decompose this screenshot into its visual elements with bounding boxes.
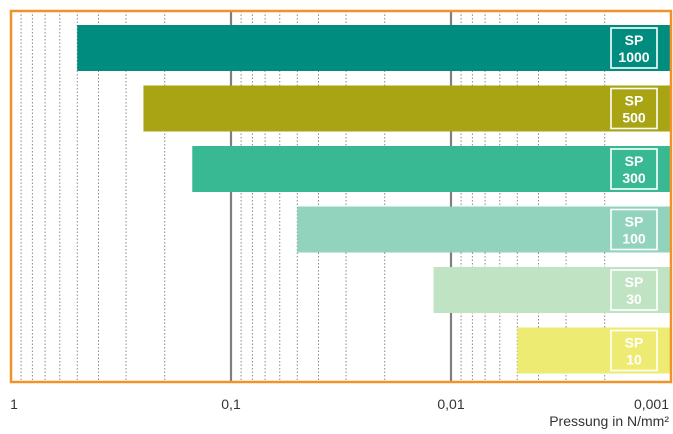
bar-label-line2: 100	[622, 231, 646, 247]
x-tick-labels: 1 0,1 0,01 0,001	[10, 396, 669, 412]
x-tick-label: 0,001	[634, 396, 669, 412]
bar-label-line1: SP	[625, 93, 644, 109]
bar-label-line1: SP	[625, 335, 644, 351]
bar	[517, 327, 670, 374]
bar	[433, 267, 670, 313]
bar-label-line2: 10	[626, 352, 642, 368]
bar-label-line1: SP	[625, 32, 644, 48]
plot-frame	[9, 9, 673, 384]
bar-label-box	[610, 87, 658, 130]
bar-label-box	[610, 148, 658, 190]
x-tick-label: 0,1	[221, 396, 241, 412]
bar-label-line1: SP	[625, 274, 644, 290]
bar-label-line2: 300	[622, 170, 646, 186]
bar-label-line2: 30	[626, 291, 642, 307]
x-tick-label: 0,01	[437, 396, 464, 412]
bar-label-line1: SP	[625, 214, 644, 230]
bar-label-box	[610, 269, 658, 311]
bar-label-box	[610, 208, 658, 251]
bar-label-box	[610, 329, 658, 372]
bar-label-box	[610, 27, 658, 69]
bar	[77, 25, 670, 71]
bar	[143, 85, 671, 132]
bar-label-line1: SP	[625, 153, 644, 169]
bar-label-line2: 500	[622, 110, 646, 126]
grid-lines	[20, 11, 606, 382]
x-tick-label: 1	[10, 396, 18, 412]
bar	[192, 146, 670, 192]
x-axis-label: Pressung in N/mm²	[549, 413, 669, 429]
bar-label-line2: 1000	[618, 49, 649, 65]
bar	[297, 206, 670, 253]
